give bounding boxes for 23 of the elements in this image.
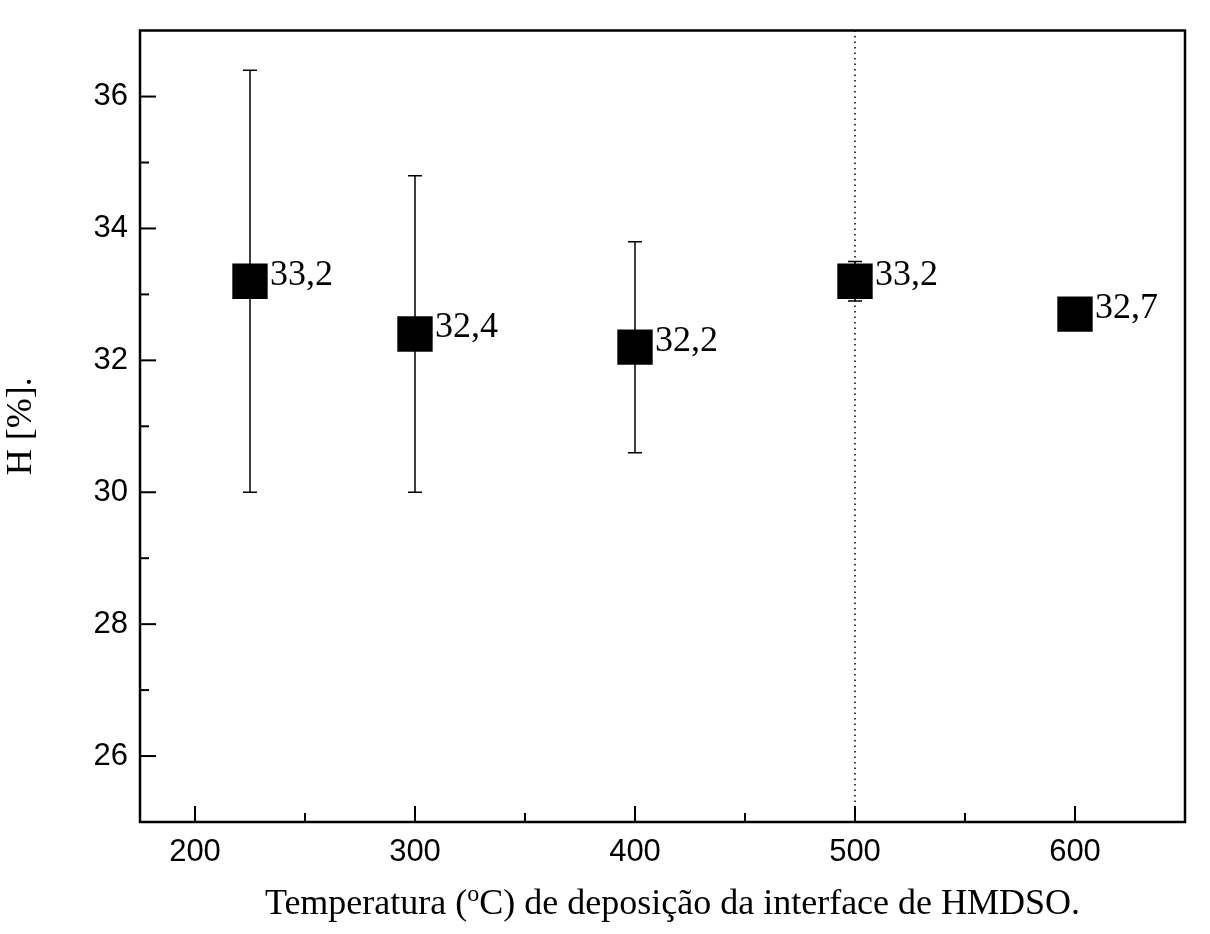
data-label: 33,2 [270,252,333,293]
y-tick-label: 26 [93,736,128,772]
point [837,263,873,299]
point [1057,296,1093,332]
x-axis-title: Temperatura ($^{o}$C) de deposição da interface de HMDSO. [263,880,1082,923]
y-tick-label: 32 [93,340,128,376]
point [397,316,433,352]
y-tick-label: 34 [93,209,128,244]
x-tick-label: 600 [1049,833,1101,869]
y-tick-label: 28 [93,604,128,640]
data-label: 32,4 [435,305,498,346]
data-label: 33,2 [875,252,938,293]
data-label: 32,7 [1095,285,1158,326]
x-tick-label: 500 [829,833,881,869]
point [232,263,268,299]
x-tick-label: 200 [169,833,221,869]
y-tick-label: 30 [93,472,128,508]
data-label: 32,2 [655,318,718,359]
point [617,329,653,365]
x-tick-label: 400 [609,833,661,869]
x-tick-label: 300 [389,833,441,869]
y-tick-label: 36 [93,77,128,113]
y-axis-title: H [%]. [0,377,40,476]
